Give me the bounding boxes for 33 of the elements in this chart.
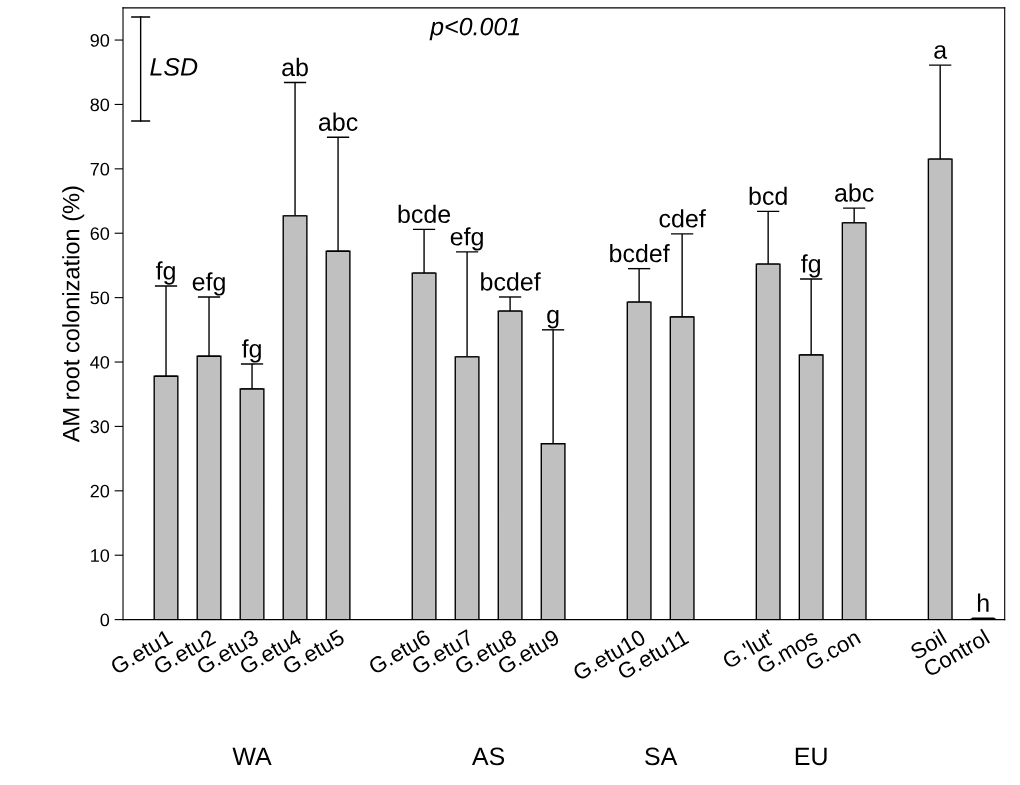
text: EU [795,747,827,766]
annotation: efg [192,272,225,296]
y-tick-label: 30 [90,420,110,434]
y-tick-label: 0 [100,613,110,627]
y-tick-label: 90 [90,33,110,47]
y-tick-label: 10 [91,549,110,562]
y-axis-title: AM root colonization (%) [62,186,85,443]
y-tick-label: 70 [90,162,110,176]
annotation: g [547,309,559,329]
text: WA [232,747,272,765]
annotation: fg [801,254,820,278]
y-tick-label: 60 [90,227,110,240]
annotation: bcde [398,204,451,224]
text: SA [645,747,678,766]
y-tick-label: 50 [90,291,110,305]
y-tick-label: 80 [90,98,110,112]
y-tick-label: 20 [90,484,110,498]
text: AS [471,747,505,766]
annotation: LSD [150,58,198,76]
annotation: h [977,593,989,612]
y-tick-label: 40 [90,355,110,369]
annotation: efg [450,227,483,251]
annotation: bcdef [481,272,541,291]
annotation: ab [282,57,308,77]
annotation: fg [155,261,175,285]
annotation: abc [318,112,358,131]
annotation: bcd [749,186,787,206]
annotation: abc [835,183,874,202]
annotation: fg [241,339,261,363]
annotation: a [934,45,948,59]
annotation: cdef [659,209,706,228]
annotation: bcdef [610,243,670,263]
annotation: p<0.001 [429,17,520,41]
